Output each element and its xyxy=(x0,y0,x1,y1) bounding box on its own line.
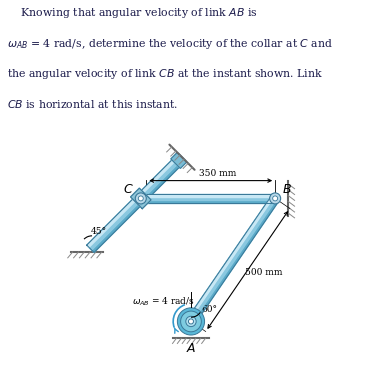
Circle shape xyxy=(177,308,204,335)
Circle shape xyxy=(186,316,196,327)
Text: 60°: 60° xyxy=(201,305,217,314)
Text: $\omega_{\mathit{AB}}$ = 4 rad/s, determine the velocity of the collar at $\math: $\omega_{\mathit{AB}}$ = 4 rad/s, determ… xyxy=(7,37,333,51)
Circle shape xyxy=(189,319,193,324)
Polygon shape xyxy=(188,196,274,320)
Circle shape xyxy=(135,193,146,204)
Polygon shape xyxy=(187,196,279,324)
Polygon shape xyxy=(141,195,275,200)
Text: 45°: 45° xyxy=(91,227,107,236)
Text: $\omega_{AB}$ = 4 rad/s: $\omega_{AB}$ = 4 rad/s xyxy=(132,295,195,307)
Text: $\mathit{B}$: $\mathit{B}$ xyxy=(282,183,292,196)
Circle shape xyxy=(138,196,143,201)
Text: the angular velocity of link $\mathit{CB}$ at the instant shown. Link: the angular velocity of link $\mathit{CB… xyxy=(7,67,324,81)
Polygon shape xyxy=(188,196,276,322)
Text: $\mathit{C}$: $\mathit{C}$ xyxy=(123,183,134,196)
Polygon shape xyxy=(131,188,151,209)
Polygon shape xyxy=(171,152,187,168)
Polygon shape xyxy=(87,154,186,252)
Polygon shape xyxy=(87,154,180,247)
Text: Knowing that angular velocity of link $\mathit{AB}$ is: Knowing that angular velocity of link $\… xyxy=(7,6,258,20)
Polygon shape xyxy=(141,195,275,196)
Text: 500 mm: 500 mm xyxy=(245,268,283,277)
Circle shape xyxy=(270,193,281,204)
Text: $\mathit{CB}$ is horizontal at this instant.: $\mathit{CB}$ is horizontal at this inst… xyxy=(7,98,179,110)
Polygon shape xyxy=(141,194,275,203)
Text: 350 mm: 350 mm xyxy=(199,169,237,178)
Text: $\mathit{A}$: $\mathit{A}$ xyxy=(186,343,196,356)
Circle shape xyxy=(180,311,201,332)
Polygon shape xyxy=(87,154,183,250)
Circle shape xyxy=(273,196,277,201)
Circle shape xyxy=(190,320,192,323)
